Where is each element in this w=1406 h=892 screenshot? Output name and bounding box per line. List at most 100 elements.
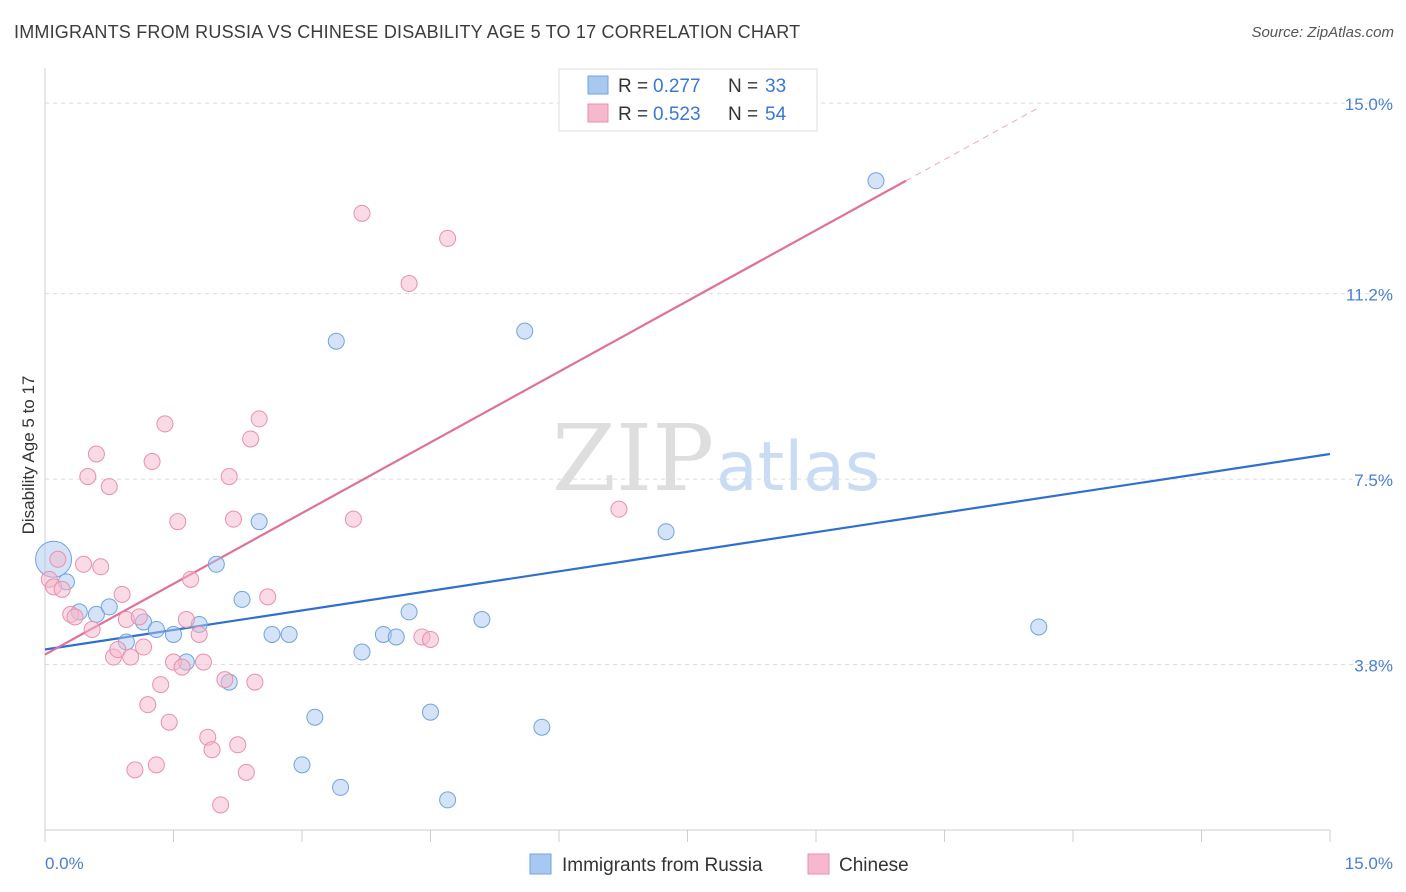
point-chinese [242,430,260,448]
point-russia [293,756,311,774]
legend-r-value-chinese: 0.523 [653,104,701,125]
point-chinese [83,620,101,638]
point-russia [332,778,350,796]
bottom-legend-label-russia: Immigrants from Russia [562,855,763,876]
point-russia [439,791,457,809]
y-tick-label: 7.5% [1354,471,1393,490]
point-russia [400,603,418,621]
point-chinese [182,570,200,588]
legend-n-label-russia: N = [728,76,758,97]
point-chinese [143,453,161,471]
y-axis-label: Disability Age 5 to 17 [19,376,38,535]
bottom-legend-label-chinese: Chinese [839,855,909,876]
point-russia [353,643,371,661]
watermark: ZIP atlas [552,405,880,512]
point-chinese [126,761,144,779]
point-russia [100,598,118,616]
point-chinese [113,585,131,603]
point-chinese [156,415,174,433]
point-chinese [610,500,628,518]
point-russia [250,513,268,531]
point-chinese [122,648,140,666]
bottom-legend: Immigrants from Russia Chinese [529,853,909,876]
point-chinese [135,638,153,656]
point-chinese [139,696,157,714]
x-tick-labels: 0.0% 15.0% [45,854,1393,873]
point-russia [280,625,298,643]
point-chinese [79,468,97,486]
legend: R = 0.277 N = 33 R = 0.523 N = 54 [558,68,818,132]
legend-n-label-chinese: N = [728,104,758,125]
point-russia [233,590,251,608]
point-russia [263,625,281,643]
point-chinese [160,713,178,731]
legend-r-label-russia: R = [618,76,648,97]
bottom-legend-swatch-chinese [807,853,830,875]
point-russia [327,332,345,350]
y-tick-label: 15.0% [1345,95,1393,114]
point-chinese [237,763,255,781]
point-russia [533,718,551,736]
axes [44,68,1331,842]
point-chinese [220,468,238,486]
point-chinese [53,580,71,598]
x-tick-label-max: 15.0% [1345,854,1393,873]
trend-lines [44,107,1331,656]
point-chinese [353,204,371,222]
point-chinese [92,558,110,576]
point-russia [147,620,165,638]
trend-line-russia [44,452,1331,651]
point-russia [165,625,182,643]
watermark-atlas: atlas [716,428,880,507]
point-russia [867,172,885,190]
point-chinese [224,510,242,528]
legend-n-value-russia: 33 [765,76,786,97]
chart-title: IMMIGRANTS FROM RUSSIA VS CHINESE DISABI… [14,22,801,42]
legend-swatch-russia [587,75,609,95]
point-chinese [130,608,148,626]
point-chinese [169,513,187,531]
point-chinese [203,741,221,759]
point-chinese [147,756,165,774]
point-chinese [75,555,93,573]
point-chinese [422,630,439,648]
data-points [35,94,1048,814]
point-chinese [100,478,118,496]
point-russia [387,628,405,646]
point-chinese [190,625,208,643]
legend-n-value-chinese: 54 [765,104,787,125]
legend-r-value-russia: 0.277 [653,76,701,97]
point-chinese [344,510,362,528]
point-chinese [212,796,230,814]
point-russia [306,708,324,726]
point-russia [207,555,225,573]
legend-r-label-chinese: R = [618,104,648,125]
point-chinese [109,641,127,659]
point-chinese [177,610,195,628]
point-chinese [152,676,170,694]
point-chinese [87,445,105,463]
point-russia [1030,618,1048,636]
point-chinese [216,671,234,689]
point-chinese [439,229,457,247]
point-chinese [229,736,247,754]
point-chinese [400,275,418,293]
point-chinese [246,673,264,691]
point-chinese [250,410,268,428]
point-chinese [66,608,84,626]
trend-line-chinese-extension [905,107,1039,182]
point-russia [473,610,491,628]
legend-swatch-chinese [587,103,609,123]
point-chinese [173,658,191,676]
point-chinese [194,653,212,671]
source-label: Source: ZipAtlas.com [1251,24,1394,41]
y-tick-label: 3.8% [1354,657,1393,676]
grid [45,102,1392,666]
point-chinese [259,588,277,606]
x-tick-label-min: 0.0% [45,854,84,873]
point-russia [516,322,534,340]
y-tick-label: 11.2% [1346,286,1393,305]
watermark-zip: ZIP [552,405,714,512]
point-russia [422,703,439,721]
